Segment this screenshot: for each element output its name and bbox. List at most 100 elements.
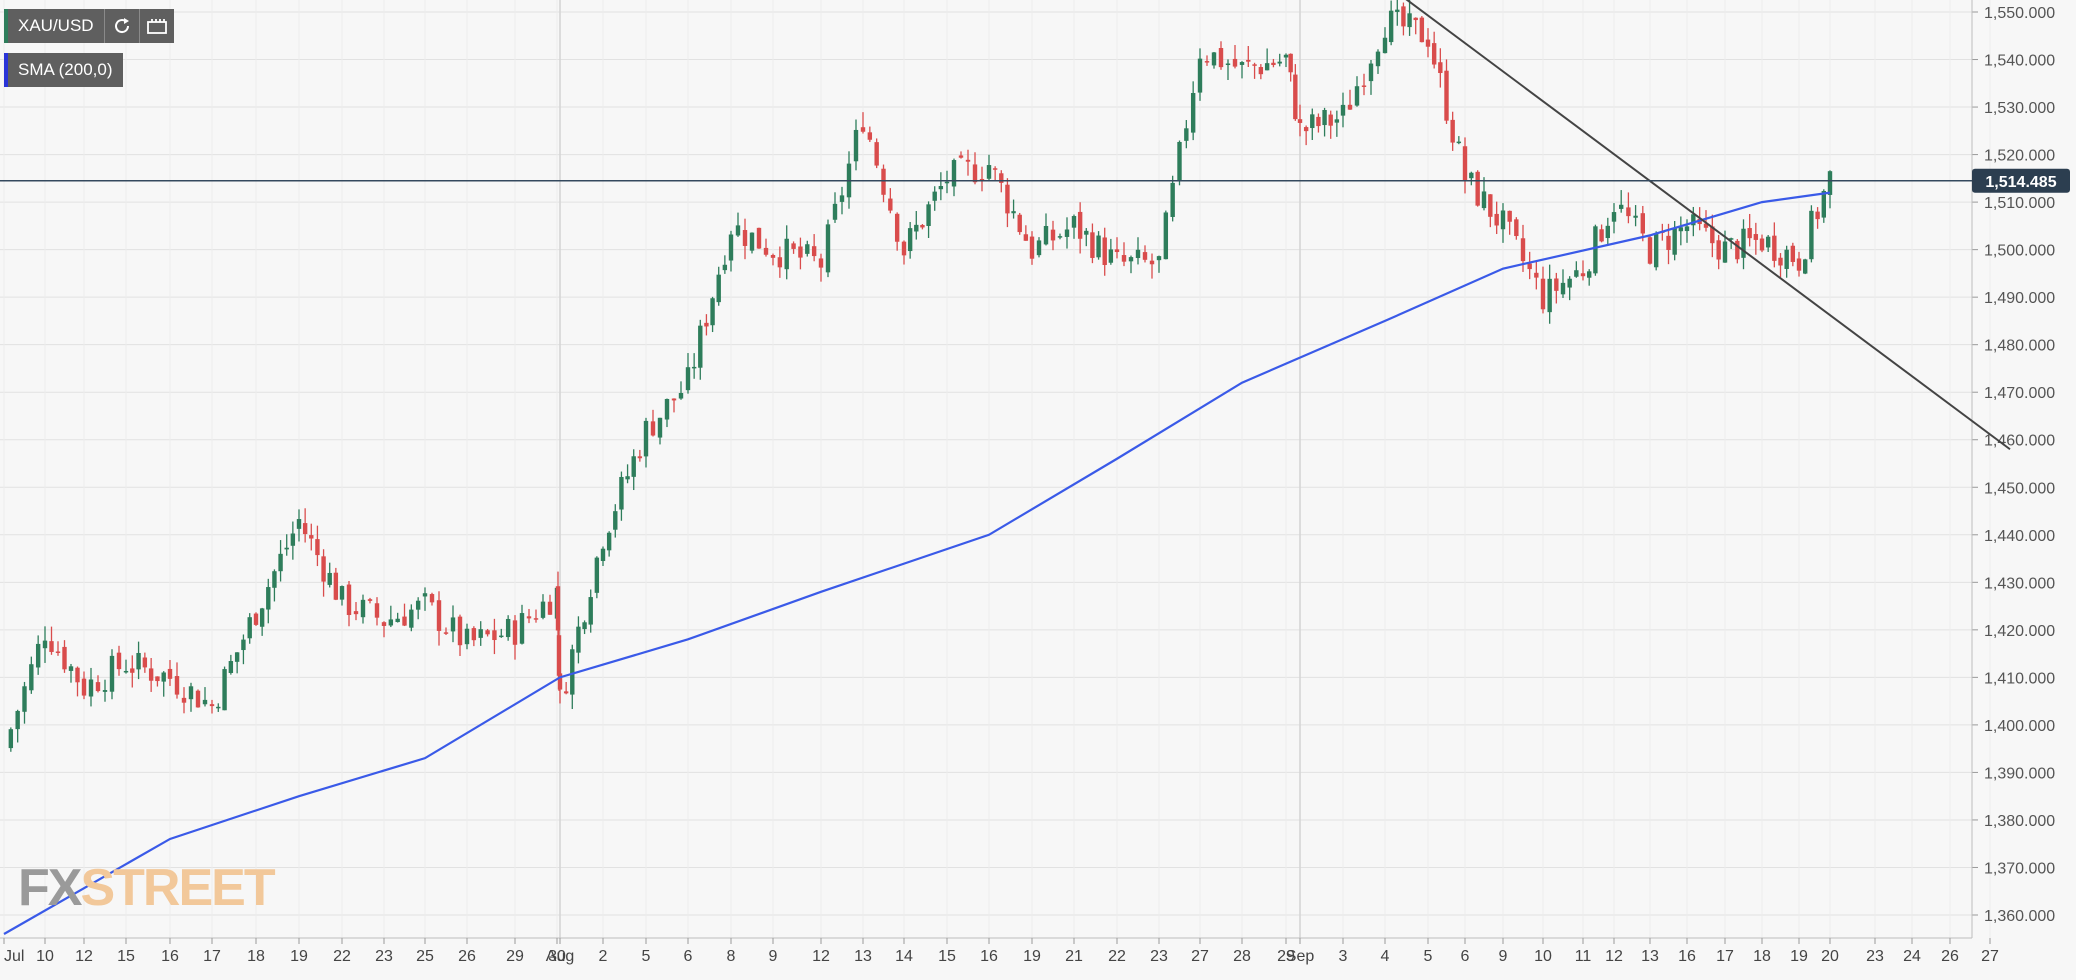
candle: [68, 663, 74, 683]
candle-body: [1177, 141, 1182, 181]
refresh-button[interactable]: [103, 9, 139, 43]
candle-body: [625, 476, 630, 480]
candle-body: [881, 168, 886, 195]
candle-body: [563, 691, 569, 694]
candle-body: [1303, 127, 1309, 132]
candle-body: [1456, 141, 1462, 144]
candle: [321, 549, 326, 597]
candle: [1340, 92, 1346, 128]
candle-body: [1375, 51, 1381, 67]
candle: [691, 353, 697, 379]
candle: [266, 578, 271, 624]
candle: [1128, 255, 1134, 274]
candle-body: [209, 704, 215, 707]
x-tick-label: 29: [506, 948, 524, 965]
candle-body: [742, 230, 748, 246]
candle: [582, 620, 587, 635]
y-tick-label: 1,440.000: [1984, 528, 2055, 545]
candle: [1354, 76, 1360, 107]
candle: [1419, 16, 1425, 43]
candle: [1735, 239, 1740, 264]
candle: [664, 398, 670, 428]
candle-body: [540, 601, 546, 618]
candle-body: [1431, 43, 1437, 65]
candle: [471, 626, 477, 647]
x-tick-label: 16: [1678, 948, 1696, 965]
candle-body: [1593, 226, 1598, 274]
candle-body: [1462, 146, 1468, 182]
candle-body: [1258, 67, 1264, 75]
candle: [123, 659, 129, 674]
candle-body: [853, 129, 859, 162]
x-tick-label: 30: [548, 948, 566, 965]
chart-settings-button[interactable]: [138, 9, 174, 43]
candle: [62, 640, 67, 673]
candle-body: [749, 232, 755, 251]
candle-body: [1672, 228, 1677, 255]
x-tick-label: 19: [1790, 948, 1808, 965]
candle: [825, 219, 831, 278]
candle: [35, 635, 41, 675]
x-tick-label: 29: [1277, 948, 1295, 965]
candle: [195, 689, 201, 708]
candle-body: [1239, 62, 1245, 65]
candle: [228, 654, 234, 675]
candle-body: [1128, 257, 1134, 262]
candle-body: [109, 655, 115, 692]
candle-body: [102, 690, 108, 692]
candle-body: [1735, 240, 1740, 260]
candle-body: [1108, 249, 1114, 263]
candle: [1587, 269, 1592, 286]
symbol-label[interactable]: XAU/USD: [18, 16, 94, 35]
candle-body: [519, 613, 525, 644]
candle-body: [284, 547, 289, 550]
candle-body: [95, 682, 101, 692]
candle: [136, 641, 141, 680]
candle: [1741, 219, 1746, 270]
candle: [402, 603, 407, 627]
candle: [422, 587, 428, 611]
candle: [381, 621, 387, 638]
logo-street: STREET: [80, 859, 275, 917]
x-tick-label: 4: [1381, 948, 1390, 965]
candle-body: [547, 601, 553, 615]
candle-body: [1809, 210, 1814, 260]
candle: [716, 266, 721, 306]
candle: [1784, 245, 1789, 278]
y-tick-label: 1,410.000: [1984, 670, 2055, 687]
refresh-icon: [114, 18, 129, 34]
candle-body: [35, 643, 41, 668]
candle: [1211, 51, 1217, 69]
candle: [1149, 253, 1155, 279]
x-tick-label: Sep: [1286, 948, 1315, 965]
candle-body: [1361, 85, 1367, 87]
candle-body: [999, 173, 1004, 183]
candle: [965, 149, 971, 176]
candle-body: [1057, 236, 1063, 238]
candle-body: [1368, 63, 1374, 82]
candle-body: [1064, 229, 1070, 237]
y-tick-label: 1,450.000: [1984, 480, 2055, 497]
candle-body: [631, 456, 636, 477]
candle: [1023, 225, 1029, 241]
indicator-label[interactable]: SMA (200,0): [18, 60, 113, 79]
candle: [1108, 238, 1114, 265]
candle-body: [1283, 54, 1289, 58]
x-tick-label: 16: [980, 948, 998, 965]
candle-body: [770, 255, 776, 258]
candle-body: [1710, 226, 1715, 244]
candle: [576, 616, 581, 664]
candle-body: [907, 228, 913, 252]
x-tick-label: 2: [599, 948, 608, 965]
candle-body: [600, 548, 606, 562]
x-tick-label: 19: [1023, 948, 1041, 965]
x-tick-label: 23: [1150, 948, 1168, 965]
candle-body: [1560, 282, 1566, 295]
candle: [1821, 189, 1826, 223]
candle-body: [576, 626, 581, 653]
candle-body: [443, 632, 449, 634]
candle: [95, 675, 101, 693]
candle: [1431, 31, 1437, 69]
candle: [907, 221, 913, 259]
